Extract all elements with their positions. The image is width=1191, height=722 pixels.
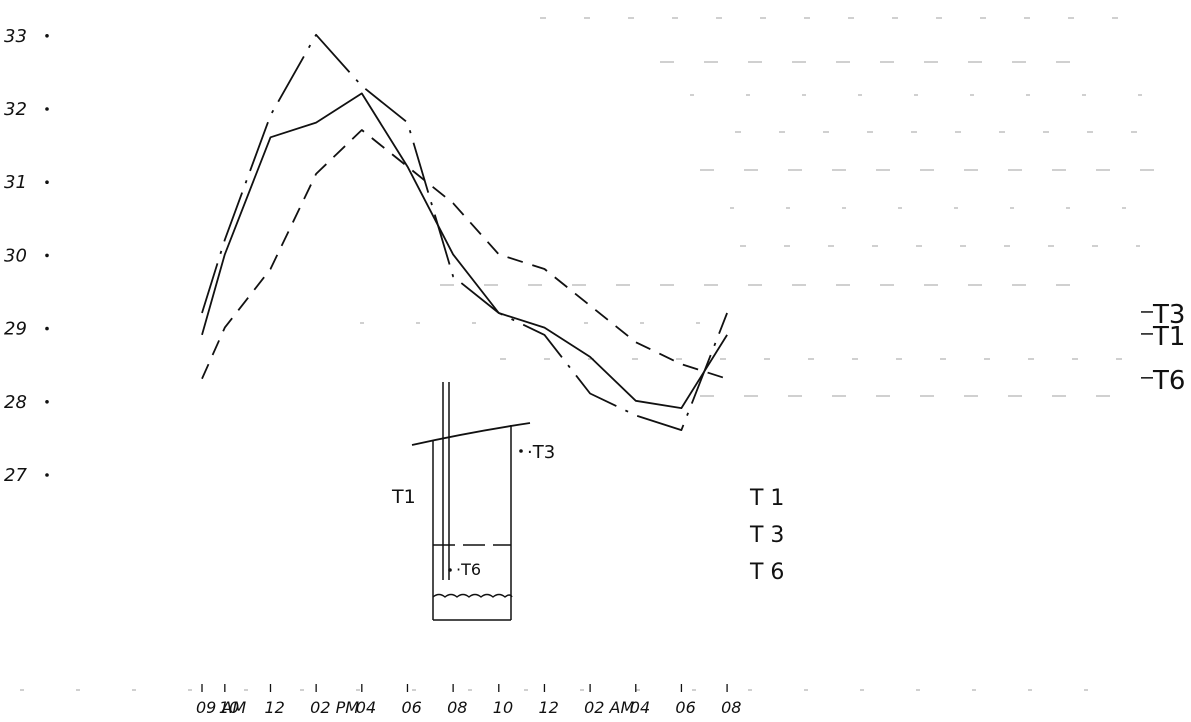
x-tick-label: 02 PM [310,698,359,717]
y-tick-mark [45,326,49,331]
series-line-t3 [201,33,728,432]
y-tick-label: 27 [4,465,27,486]
x-tick-label: 10 [493,698,513,717]
x-tick-label: 04 [630,698,650,717]
x-tick-label: 09 AM [196,698,246,717]
y-tick-mark [45,180,49,184]
x-tick-label: 10 [219,698,239,717]
x-tick-label: 04 [356,698,376,717]
y-tick-label: 29 [4,319,27,340]
inset-label-t6: ·T6 [456,560,481,579]
x-tick-label: 02 AM [584,698,634,717]
y-tick-label: 32 [4,99,27,120]
inset-label-t3: ·T3 [527,442,555,463]
y-tick-label: 30 [4,245,27,266]
series-label-t1: T1 [1152,322,1185,352]
inset-sediment-line [432,593,513,598]
x-tick-label: 08 [447,698,467,717]
y-axis: 27 28 29 30 31 32 33 [4,26,49,486]
background-scan-noise [20,17,1180,691]
inset-t3-marker [519,449,523,453]
y-tick-label: 33 [4,26,27,47]
y-tick-label: 28 [4,392,27,413]
legend-entry: T 6 [749,560,784,585]
y-tick-mark [45,34,49,38]
y-tick-mark [45,400,49,404]
inset-t6-marker [448,568,452,572]
series-label-t6: T6 [1152,366,1185,396]
inset-label-t1: T1 [391,486,416,508]
series-line-t1 [201,92,728,410]
legend-entry: T 3 [749,523,784,548]
x-tick-label: 06 [675,698,695,717]
y-tick-mark [45,253,49,258]
series-label-t3: T3 [1152,300,1185,330]
series-lines [201,33,728,432]
legend-entry: T 1 [749,486,784,511]
x-tick-label: 08 [721,698,741,717]
x-tick-label: 12 [264,698,284,717]
y-tick-mark [45,107,49,111]
y-tick-label: 31 [4,172,27,193]
inset-ground-surface [411,422,531,446]
x-tick-label: 12 [538,698,558,717]
series-line-t6 [201,129,728,380]
x-tick-label: 06 [401,698,421,717]
legend: T 1 T 3 T 6 [749,486,784,585]
sensor-well-diagram: T1 ·T3 ·T6 [391,382,555,621]
y-tick-mark [45,473,49,477]
